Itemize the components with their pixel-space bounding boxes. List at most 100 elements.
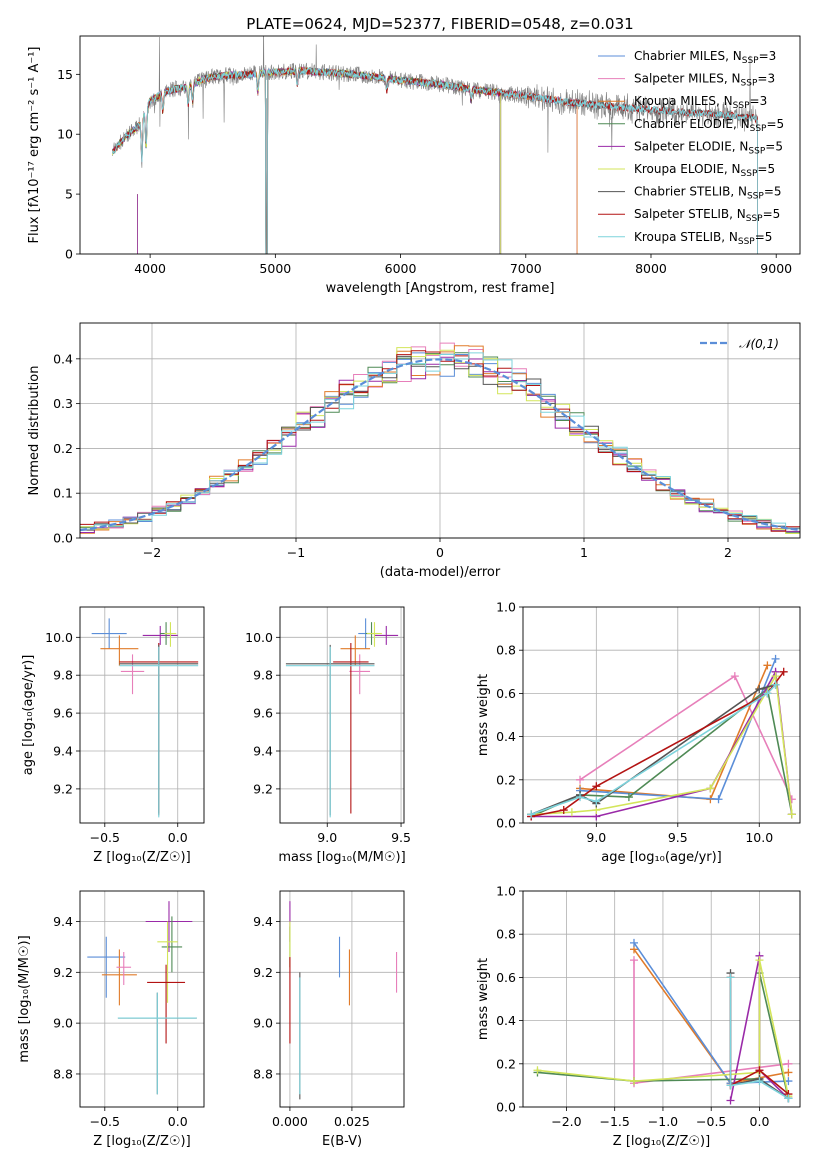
y-tick-label: 9.4 <box>253 744 273 759</box>
weight-marker <box>763 689 772 698</box>
legend-label: Chabrier MILES, NSSP=3 <box>634 49 776 66</box>
panel-mass-vs-Z: −0.5 0.0 8.8 9.0 9.2 9.4 Z [log₁₀(Z/Z☉)] mass [… <box>17 890 205 1149</box>
errorbar-chabrier-elodie <box>161 916 183 973</box>
plot-area-weight-vs-Z <box>533 938 793 1105</box>
errorbar-kroupa-stelib <box>119 646 199 818</box>
y-tick-label: 0.3 <box>53 396 73 411</box>
y-tick-label: 0.2 <box>496 772 516 787</box>
weight-marker <box>787 810 796 819</box>
panel-spectrum: 4000 5000 6000 7000 8000 9000 0 5 10 15 wavelength… <box>27 35 801 296</box>
axes-frame <box>79 606 205 824</box>
x-tick-label: 5000 <box>259 261 291 276</box>
y-tick-label: 0.4 <box>496 729 516 744</box>
y-tick-label: 5 <box>65 187 73 202</box>
weight-marker <box>629 1077 638 1086</box>
y-tick-label: 9.2 <box>53 965 73 980</box>
weight-marker <box>771 672 780 681</box>
weight-marker <box>592 797 601 806</box>
errorbar-salpeter-elodie <box>145 901 193 952</box>
spectrum-legend: Chabrier MILES, NSSP=3 Salpeter MILES, NS… <box>598 49 784 247</box>
x-tick-label: 2 <box>724 545 732 560</box>
weight-marker <box>755 685 764 694</box>
x-tick-label: −0.5 <box>90 1114 120 1129</box>
y-tick-label: 8.8 <box>53 1066 73 1081</box>
x-tick-label: 4000 <box>134 261 166 276</box>
errorbar-salpeter-stelib <box>147 964 186 1044</box>
weight-marker <box>527 810 536 819</box>
errorbar-salpeter-elodie <box>142 625 178 645</box>
axes-frame <box>79 890 205 1108</box>
x-tick-label: 8000 <box>635 261 667 276</box>
y-tick-label: 9.4 <box>53 744 73 759</box>
weight-marker <box>784 1094 793 1103</box>
x-tick-label: 9.0 <box>586 830 606 845</box>
spectrum-model-kroupa-stelib <box>112 67 758 254</box>
y-tick-label: 10.0 <box>45 630 73 645</box>
x-axis-label: Z [log₁₀(Z/Z☉)] <box>93 1134 190 1149</box>
x-axis-label: (data-model)/error <box>380 565 501 580</box>
y-tick-label: 0 <box>65 247 73 262</box>
x-tick-label: 9.0 <box>317 830 337 845</box>
weight-marker <box>714 795 723 804</box>
y-tick-label: 9.8 <box>53 668 73 683</box>
panel-mass-vs-ebv: 0.000 0.025 8.8 9.0 9.2 9.4 E(B-V) <box>253 890 405 1149</box>
x-tick-label: 6000 <box>385 261 417 276</box>
y-tick-label: 9.2 <box>53 781 73 796</box>
errorbar-kroupa-elodie <box>367 622 382 647</box>
x-tick-label: 9.5 <box>668 830 688 845</box>
weight-marker <box>779 667 788 676</box>
y-tick-label: 0.4 <box>496 1013 516 1028</box>
weight-marker <box>592 782 601 791</box>
y-axis-label: mass weight <box>476 958 491 1040</box>
normal-curve <box>80 358 800 532</box>
x-tick-label: 10.0 <box>745 830 773 845</box>
errorbar-kroupa-stelib <box>285 646 375 818</box>
panel-weight-vs-Z: −2.0 −1.5 −1.0 −0.5 0.0 0.0 0.2 0.4 0.6 0.8 1.0 Z [… <box>476 884 801 1149</box>
y-axis-label: mass [log₁₀(M/M☉)] <box>17 935 32 1062</box>
weight-marker <box>576 793 585 802</box>
axes-frame <box>522 606 801 824</box>
y-tick-label: 0.6 <box>496 686 516 701</box>
x-axis-label: mass [log₁₀(M/M☉)] <box>278 850 405 865</box>
panel-weight-vs-age: 9.0 9.5 10.0 0.0 0.2 0.4 0.6 0.8 1.0 age [log₁₀(a… <box>476 600 801 865</box>
y-tick-label: 0.1 <box>53 486 73 501</box>
errorbar-kroupa-elodie <box>157 921 178 1003</box>
y-axis-label: mass weight <box>476 674 491 756</box>
legend-label: 𝒩(0,1) <box>739 337 779 351</box>
weight-marker <box>629 956 638 965</box>
weight-line <box>531 673 793 816</box>
axes-frame <box>79 322 801 539</box>
x-tick-label: −1 <box>287 545 305 560</box>
y-tick-label: 9.0 <box>53 1016 73 1031</box>
panel-residuals: −2 −1 0 1 2 0.0 0.1 0.2 0.3 0.4 (data-model)/error… <box>27 322 801 580</box>
y-tick-label: 0.4 <box>53 351 73 366</box>
errorbar-salpeter-stelib <box>333 643 369 814</box>
weight-series-salpeter-miles <box>576 672 796 804</box>
y-axis-label: Flux [fλ10⁻¹⁷ erg cm⁻² s⁻¹ A⁻¹] <box>27 47 42 244</box>
x-axis-label: wavelength [Angstrom, rest frame] <box>326 281 555 296</box>
errorbar-kroupa-miles <box>100 635 139 666</box>
plot-area-age-vs-mass <box>285 618 399 818</box>
weight-series-kroupa-stelib <box>726 973 793 1103</box>
y-tick-label: 9.0 <box>253 1016 273 1031</box>
weight-marker <box>706 784 715 793</box>
y-tick-label: 10 <box>57 127 73 142</box>
weight-marker <box>784 1068 793 1077</box>
x-tick-label: −2.0 <box>551 1114 581 1129</box>
y-tick-label: 0.0 <box>53 531 73 546</box>
plot-area-mass-vs-Z <box>87 901 197 1095</box>
legend-label: Kroupa STELIB, NSSP=5 <box>634 230 772 247</box>
plot-area-age-vs-Z <box>91 618 199 818</box>
legend-label: Salpeter ELODIE, NSSP=5 <box>634 139 783 156</box>
errorbar-salpeter-miles <box>116 951 132 986</box>
weight-marker <box>755 956 764 965</box>
weight-marker <box>726 973 735 982</box>
weight-marker <box>755 1077 764 1086</box>
weight-series-kroupa-stelib <box>527 680 780 819</box>
y-tick-label: 9.6 <box>253 706 273 721</box>
axes-frame <box>279 606 405 824</box>
x-tick-label: −1.0 <box>648 1114 678 1129</box>
weight-marker <box>624 793 633 802</box>
weight-marker <box>559 806 568 815</box>
